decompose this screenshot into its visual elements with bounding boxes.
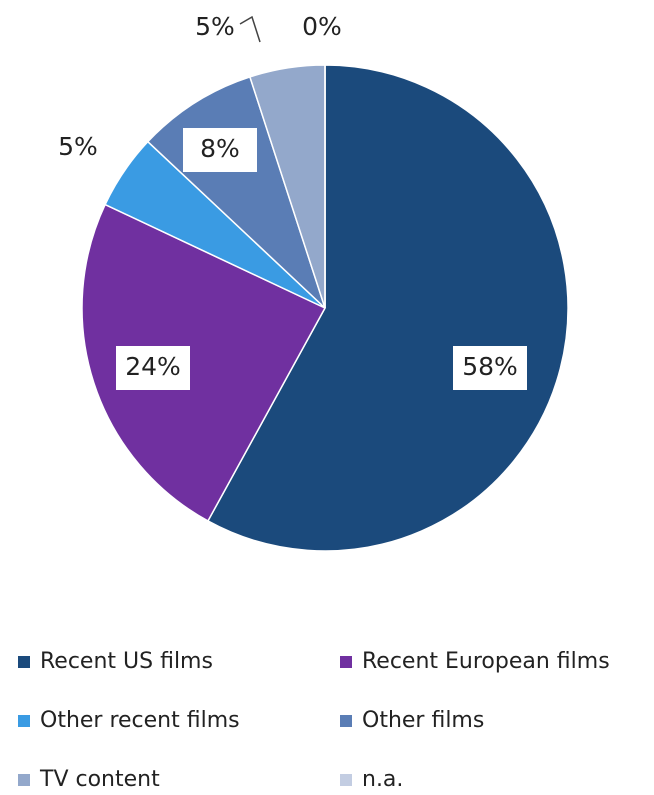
data-label: 8% (200, 134, 240, 163)
legend-swatch (18, 774, 30, 786)
label-box (183, 128, 257, 172)
pie-slice (206, 64, 569, 552)
pie-slice (81, 203, 327, 522)
legend-label: Recent European films (362, 649, 610, 674)
data-label: 5% (58, 132, 98, 161)
legend-swatch (18, 715, 30, 727)
legend-swatch (340, 774, 352, 786)
data-label: 24% (125, 352, 181, 381)
legend-swatch (18, 656, 30, 668)
label-box (453, 346, 527, 390)
data-label: 58% (462, 352, 518, 381)
leader-line (239, 15, 261, 43)
legend-label: n.a. (362, 767, 403, 792)
legend-swatch (340, 656, 352, 668)
legend-label: Recent US films (40, 649, 213, 674)
legend-label: Other recent films (40, 708, 240, 733)
legend-swatch (340, 715, 352, 727)
legend-label: TV content (39, 767, 160, 792)
label-box (116, 346, 190, 390)
data-label: 5% (195, 12, 235, 41)
legend-label: Other films (362, 708, 484, 733)
data-label: 0% (302, 12, 342, 41)
